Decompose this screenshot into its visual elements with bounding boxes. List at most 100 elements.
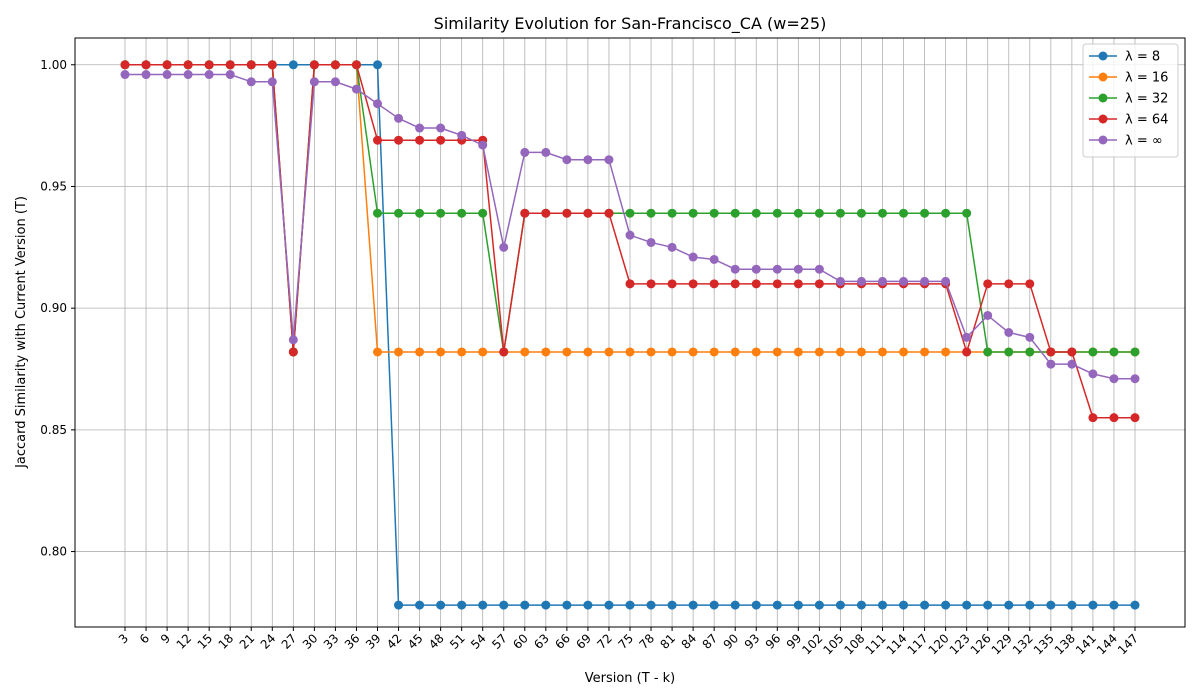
data-point <box>625 208 635 218</box>
x-tick-label: 39 <box>363 631 384 652</box>
x-tick-label: 33 <box>321 631 342 652</box>
x-tick-label: 60 <box>510 631 531 652</box>
data-point <box>878 208 887 218</box>
data-point <box>457 130 467 140</box>
data-point <box>1025 347 1035 357</box>
data-point <box>646 208 656 218</box>
data-point <box>983 600 993 610</box>
data-point <box>520 600 530 610</box>
data-point <box>1130 374 1140 384</box>
x-tick-label: 27 <box>279 631 300 652</box>
data-point <box>499 600 509 610</box>
data-point <box>920 208 930 218</box>
y-tick-label: 0.90 <box>40 301 67 315</box>
data-point <box>351 60 361 70</box>
data-point <box>899 347 909 357</box>
x-tick-label: 24 <box>258 631 279 652</box>
x-axis-label: Version (T - k) <box>585 671 676 686</box>
data-point <box>415 135 425 145</box>
data-point <box>793 208 803 218</box>
x-tick-label: 3 <box>116 631 131 646</box>
data-point <box>1109 413 1119 423</box>
data-point <box>478 140 488 150</box>
data-point <box>1004 347 1014 357</box>
data-point <box>1046 600 1056 610</box>
legend-label: λ = ∞ <box>1125 134 1163 149</box>
data-point <box>1088 600 1098 610</box>
data-point <box>457 208 467 218</box>
data-point <box>415 208 425 218</box>
data-point <box>667 208 677 218</box>
data-point <box>541 347 551 357</box>
data-point <box>394 113 404 123</box>
data-point <box>1004 279 1014 289</box>
data-point <box>162 60 172 70</box>
data-point <box>730 208 740 218</box>
x-tick-label: 51 <box>447 631 468 652</box>
x-tick-label: 72 <box>594 631 615 652</box>
y-tick-label: 0.80 <box>40 545 67 559</box>
data-point <box>835 347 845 357</box>
data-point <box>141 70 151 80</box>
legend-box <box>1082 43 1179 158</box>
data-point <box>499 242 509 252</box>
data-point <box>394 135 404 145</box>
data-point <box>162 70 172 80</box>
data-point <box>983 310 993 320</box>
data-point <box>436 135 446 145</box>
data-point <box>267 77 277 87</box>
data-point <box>814 264 824 274</box>
data-point <box>309 60 319 70</box>
data-point <box>793 347 803 357</box>
data-point <box>709 254 719 264</box>
legend-item: λ = 64 <box>1089 113 1168 128</box>
data-point <box>920 276 930 286</box>
x-tick-label: 111 <box>863 631 889 657</box>
data-point <box>583 347 593 357</box>
x-tick-label: 81 <box>657 631 678 652</box>
data-point <box>772 279 782 289</box>
data-point <box>330 77 340 87</box>
data-point <box>415 123 425 133</box>
data-point <box>183 60 193 70</box>
data-point <box>1046 359 1056 369</box>
data-point <box>835 600 845 610</box>
legend: λ = 8 λ = 16 λ = 32 λ = 64 λ = ∞ <box>1082 43 1179 158</box>
data-point <box>835 276 845 286</box>
data-point <box>1004 328 1014 337</box>
legend-swatch-marker <box>1098 135 1108 145</box>
data-point <box>983 279 993 289</box>
data-point <box>204 70 214 80</box>
data-point <box>1109 347 1119 357</box>
data-point <box>225 70 235 80</box>
data-point <box>1088 413 1098 423</box>
data-point <box>246 60 256 70</box>
x-tick-label: 144 <box>1094 631 1120 657</box>
data-point <box>814 347 824 357</box>
x-tick-label: 78 <box>636 631 657 652</box>
data-point <box>436 208 446 218</box>
data-point <box>604 600 614 610</box>
data-point <box>814 208 824 218</box>
data-point <box>373 208 382 218</box>
data-point <box>1046 347 1056 357</box>
data-point <box>920 600 930 610</box>
x-tick-label: 108 <box>841 631 867 657</box>
data-point <box>1109 600 1119 610</box>
data-point <box>457 600 467 610</box>
data-point <box>772 208 782 218</box>
x-tick-label: 138 <box>1052 631 1078 657</box>
data-point <box>730 264 740 274</box>
x-tick-label: 30 <box>300 631 321 652</box>
data-point <box>962 332 972 342</box>
data-point <box>1025 332 1035 342</box>
x-tick-label: 129 <box>989 631 1015 657</box>
chart-title: Similarity Evolution for San-Francisco_C… <box>434 14 827 34</box>
data-point <box>899 208 909 218</box>
x-tick-label: 36 <box>342 631 363 652</box>
data-point <box>288 335 298 345</box>
data-point <box>120 70 130 80</box>
x-tick-label: 45 <box>405 631 426 652</box>
data-point <box>856 347 866 357</box>
data-point <box>646 600 656 610</box>
